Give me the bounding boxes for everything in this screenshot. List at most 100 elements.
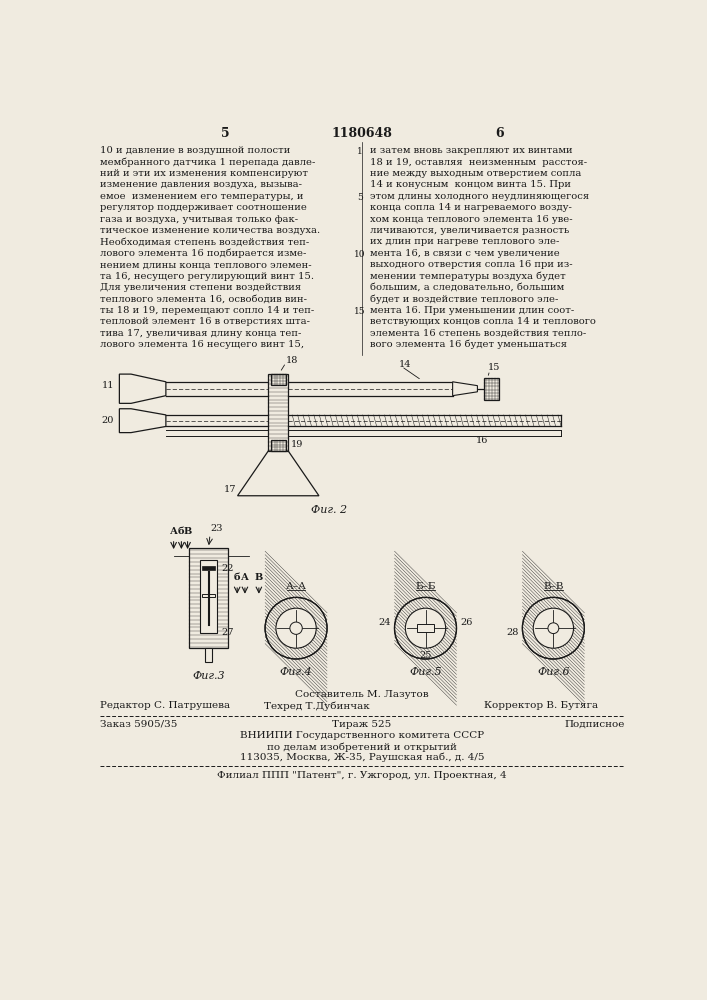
Text: 10 и давление в воздушной полости: 10 и давление в воздушной полости — [100, 146, 291, 155]
Text: 28: 28 — [506, 628, 518, 637]
Text: тива 17, увеличивая длину конца теп-: тива 17, увеличивая длину конца теп- — [100, 329, 301, 338]
Text: лового элемента 16 несущего винт 15,: лового элемента 16 несущего винт 15, — [100, 340, 304, 349]
Circle shape — [548, 623, 559, 634]
Polygon shape — [119, 409, 166, 433]
Text: та 16, несущего регулирующий винт 15.: та 16, несущего регулирующий винт 15. — [100, 272, 314, 281]
Bar — [271, 440, 286, 451]
Circle shape — [405, 608, 445, 648]
Text: 27: 27 — [303, 628, 315, 637]
Circle shape — [265, 597, 327, 659]
Text: В: В — [183, 527, 192, 536]
Text: 6: 6 — [495, 127, 503, 140]
Circle shape — [276, 608, 316, 648]
Bar — [417, 624, 434, 632]
Bar — [484, 378, 499, 400]
Text: А: А — [170, 527, 177, 536]
Text: Составитель М. Лазутов: Составитель М. Лазутов — [295, 690, 428, 699]
Text: 20: 20 — [102, 416, 114, 425]
Text: Фиг.5: Фиг.5 — [409, 667, 442, 677]
Text: Фиг.3: Фиг.3 — [192, 671, 225, 681]
Text: В–В: В–В — [543, 582, 563, 591]
Text: 16: 16 — [476, 436, 489, 445]
Polygon shape — [119, 374, 166, 403]
Text: Филиал ППП "Патент", г. Ужгород, ул. Проектная, 4: Филиал ППП "Патент", г. Ужгород, ул. Про… — [217, 771, 507, 780]
Bar — [201, 566, 216, 570]
Text: Заказ 5905/35: Заказ 5905/35 — [100, 720, 177, 729]
Text: Корректор В. Бутяга: Корректор В. Бутяга — [484, 701, 597, 710]
Text: элемента 16 степень воздействия тепло-: элемента 16 степень воздействия тепло- — [370, 329, 586, 338]
Text: хом конца теплового элемента 16 уве-: хом конца теплового элемента 16 уве- — [370, 215, 573, 224]
Text: 18: 18 — [286, 356, 298, 365]
Bar — [200, 560, 217, 633]
Bar — [271, 374, 286, 385]
Text: Фиг.4: Фиг.4 — [280, 667, 312, 677]
Text: мента 16. При уменьшении длин соот-: мента 16. При уменьшении длин соот- — [370, 306, 574, 315]
Text: регулятор поддерживает соотношение: регулятор поддерживает соотношение — [100, 203, 307, 212]
Text: 23: 23 — [210, 524, 223, 533]
Bar — [189, 548, 228, 648]
Text: Фиг.6: Фиг.6 — [537, 667, 570, 677]
Text: б: б — [234, 573, 240, 582]
Text: 1180648: 1180648 — [332, 127, 392, 140]
Text: выходного отверстия сопла 16 при из-: выходного отверстия сопла 16 при из- — [370, 260, 573, 269]
Text: 113035, Москва, Ж-35, Раушская наб., д. 4/5: 113035, Москва, Ж-35, Раушская наб., д. … — [240, 753, 484, 762]
Text: 15: 15 — [488, 363, 500, 372]
Text: изменение давления воздуха, вызыва-: изменение давления воздуха, вызыва- — [100, 180, 302, 189]
Circle shape — [395, 597, 457, 659]
Text: Подписное: Подписное — [564, 720, 625, 729]
Text: конца сопла 14 и нагреваемого возду-: конца сопла 14 и нагреваемого возду- — [370, 203, 571, 212]
Text: мента 16, в связи с чем увеличение: мента 16, в связи с чем увеличение — [370, 249, 559, 258]
Text: личиваются, увеличивается разность: личиваются, увеличивается разность — [370, 226, 569, 235]
Text: ний и эти их изменения компенсируют: ний и эти их изменения компенсируют — [100, 169, 308, 178]
Text: 14 и конусным  концом винта 15. При: 14 и конусным концом винта 15. При — [370, 180, 571, 189]
Text: 18 и 19, оставляя  неизменным  расстоя-: 18 и 19, оставляя неизменным расстоя- — [370, 158, 587, 167]
Text: 19: 19 — [291, 440, 303, 449]
Text: вого элемента 16 будет уменьшаться: вого элемента 16 будет уменьшаться — [370, 340, 567, 349]
Text: Редактор С. Патрушева: Редактор С. Патрушева — [100, 701, 230, 710]
Text: газа и воздуха, учитывая только фак-: газа и воздуха, учитывая только фак- — [100, 215, 298, 224]
Text: ветствующих концов сопла 14 и теплового: ветствующих концов сопла 14 и теплового — [370, 317, 595, 326]
Text: ние между выходным отверстием сопла: ние между выходным отверстием сопла — [370, 169, 581, 178]
Text: их длин при нагреве теплового эле-: их длин при нагреве теплового эле- — [370, 237, 559, 246]
Text: В: В — [255, 573, 263, 582]
Text: теплового элемента 16, освободив вин-: теплового элемента 16, освободив вин- — [100, 294, 307, 303]
Text: по делам изобретений и открытий: по делам изобретений и открытий — [267, 742, 457, 752]
Text: тическое изменение количества воздуха.: тическое изменение количества воздуха. — [100, 226, 320, 235]
Text: будет и воздействие теплового эле-: будет и воздействие теплового эле- — [370, 294, 558, 304]
Circle shape — [290, 622, 303, 634]
Text: 5: 5 — [221, 127, 230, 140]
Text: А–А: А–А — [286, 582, 307, 591]
Text: 24: 24 — [378, 618, 391, 627]
Text: 17: 17 — [223, 485, 236, 494]
Text: 25: 25 — [419, 651, 432, 660]
Text: А: А — [241, 573, 249, 582]
Text: менении температуры воздуха будет: менении температуры воздуха будет — [370, 272, 566, 281]
Text: 14: 14 — [398, 360, 411, 369]
Text: большим, а следовательно, большим: большим, а следовательно, большим — [370, 283, 564, 292]
Text: 5: 5 — [357, 193, 363, 202]
Bar — [268, 374, 288, 451]
Text: 15: 15 — [354, 307, 366, 316]
Text: б: б — [178, 527, 185, 536]
Text: и затем вновь закрепляют их винтами: и затем вновь закрепляют их винтами — [370, 146, 573, 155]
Text: Фиг. 2: Фиг. 2 — [310, 505, 346, 515]
Bar — [206, 648, 211, 662]
Text: Необходимая степень воздействия теп-: Необходимая степень воздействия теп- — [100, 237, 309, 246]
Text: 26: 26 — [460, 618, 473, 627]
Polygon shape — [452, 382, 477, 396]
Text: этом длины холодного неудлиняющегося: этом длины холодного неудлиняющегося — [370, 192, 589, 201]
Text: лового элемента 16 подбирается изме-: лового элемента 16 подбирается изме- — [100, 249, 306, 258]
Circle shape — [533, 608, 573, 648]
Text: емое  изменением его температуры, и: емое изменением его температуры, и — [100, 192, 303, 201]
Text: 11: 11 — [101, 381, 114, 390]
Text: Для увеличения степени воздействия: Для увеличения степени воздействия — [100, 283, 301, 292]
Text: Тираж 525: Тираж 525 — [332, 720, 392, 729]
Text: тепловой элемент 16 в отверстиях шта-: тепловой элемент 16 в отверстиях шта- — [100, 317, 310, 326]
Text: ты 18 и 19, перемещают сопло 14 и теп-: ты 18 и 19, перемещают сопло 14 и теп- — [100, 306, 314, 315]
Text: нением длины конца теплового элемен-: нением длины конца теплового элемен- — [100, 260, 312, 269]
Bar — [201, 594, 216, 597]
Text: Б–Б: Б–Б — [415, 582, 436, 591]
Text: ВНИИПИ Государственного комитета СССР: ВНИИПИ Государственного комитета СССР — [240, 731, 484, 740]
Circle shape — [522, 597, 585, 659]
Text: 22: 22 — [221, 564, 233, 573]
